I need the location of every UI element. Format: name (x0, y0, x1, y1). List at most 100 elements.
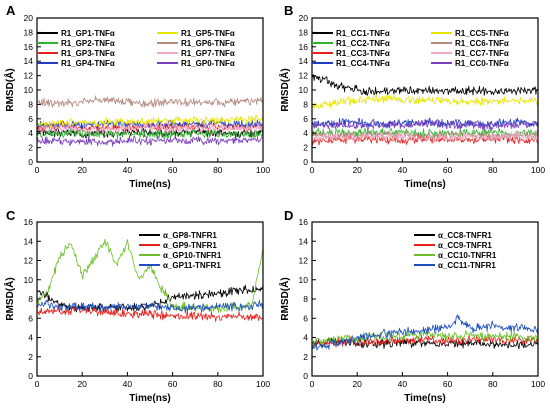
y-tick-label: 2 (303, 352, 308, 362)
series-line (37, 128, 263, 140)
y-tick-label: 4 (28, 128, 33, 138)
panel-B: B 0 20 40 60 80 100 0 2 4 6 8 10 12 14 16 18 20 Time(ns) RM… (278, 3, 545, 190)
legend-label: α_CC11-TNFR1 (438, 261, 496, 270)
y-tick-label: 12 (24, 71, 34, 81)
series-line (37, 122, 263, 134)
y-tick-label: 16 (24, 42, 34, 52)
legend-label: R1_CC6-TNFα (455, 39, 509, 48)
legend-label: α_CC8-TNFR1 (438, 231, 492, 240)
legend-label: α_GP8-TNFR1 (163, 231, 217, 240)
y-axis-label: RMSD(Å) (3, 68, 16, 111)
series-line (312, 131, 538, 143)
series-line (312, 117, 538, 129)
legend-label: R1_GP5-TNFα (181, 29, 235, 38)
legend-label: R1_CC4-TNFα (336, 59, 390, 68)
y-tick-label: 0 (28, 157, 33, 167)
y-tick-label: 8 (28, 99, 33, 109)
y-tick-label: 12 (24, 256, 34, 266)
y-tick-label: 0 (303, 157, 308, 167)
y-tick-label: 8 (303, 99, 308, 109)
y-tick-label: 2 (303, 143, 308, 153)
x-tick-label: 80 (213, 379, 223, 389)
series-line (312, 329, 538, 346)
y-tick-label: 18 (24, 27, 34, 37)
series-line (312, 314, 538, 351)
series-group (37, 95, 263, 147)
y-axis-label: RMSD(Å) (278, 277, 291, 320)
x-tick-label: 100 (531, 165, 545, 175)
series-line (37, 299, 263, 314)
x-tick-label: 100 (531, 379, 545, 389)
x-tick-label: 20 (77, 379, 87, 389)
y-tick-label: 6 (303, 114, 308, 124)
series-line (37, 239, 263, 313)
x-tick-label: 20 (352, 379, 362, 389)
series-group (37, 239, 263, 322)
legend-label: R1_GP1-TNFα (61, 29, 115, 38)
panel-C: C 0 20 40 60 80 100 0 2 4 6 8 10 12 14 16 Time(ns) RMSD(Å… (3, 208, 270, 404)
y-tick-label: 16 (299, 42, 309, 52)
y-tick-label: 4 (303, 333, 308, 343)
x-tick-label: 0 (35, 379, 40, 389)
panel-D: D 0 20 40 60 80 100 0 2 4 6 8 10 12 14 16 Time(ns) RMSD(Å… (278, 208, 545, 404)
series-line (312, 119, 538, 131)
y-tick-label: 8 (303, 294, 308, 304)
x-tick-label: 40 (398, 165, 408, 175)
y-tick-label: 10 (24, 85, 34, 95)
y-tick-label: 6 (28, 313, 33, 323)
legend-label: R1_CC7-TNFα (455, 49, 509, 58)
y-tick-label: 10 (299, 85, 309, 95)
legend-label: R1_GP0-TNFα (181, 59, 235, 68)
legend-label: R1_GP2-TNFα (61, 39, 115, 48)
x-tick-label: 40 (123, 379, 133, 389)
legend-label: R1_CC1-TNFα (336, 29, 390, 38)
panel-letter: D (284, 208, 293, 223)
series-line (312, 129, 538, 142)
x-tick-label: 40 (123, 165, 133, 175)
legend-label: R1_GP7-TNFα (181, 49, 235, 58)
y-tick-label: 0 (303, 371, 308, 381)
series-line (37, 135, 263, 147)
legend: R1_CC1-TNFαR1_CC2-TNFαR1_CC3-TNFαR1_CC4-… (312, 29, 509, 68)
x-tick-label: 100 (256, 379, 270, 389)
legend: α_GP8-TNFR1α_GP9-TNFR1α_GP10-TNFR1α_GP11… (139, 231, 222, 270)
legend-label: R1_CC0-TNFα (455, 59, 509, 68)
series-group (312, 314, 538, 351)
y-tick-label: 0 (28, 371, 33, 381)
legend-label: α_GP11-TNFR1 (163, 261, 221, 270)
legend-label: α_CC10-TNFR1 (438, 251, 497, 260)
x-tick-label: 80 (488, 165, 498, 175)
panel-letter: B (284, 3, 293, 18)
x-tick-label: 60 (443, 165, 453, 175)
x-tick-label: 60 (443, 379, 453, 389)
x-tick-label: 60 (168, 379, 178, 389)
x-tick-label: 60 (168, 165, 178, 175)
y-tick-label: 6 (303, 313, 308, 323)
y-tick-label: 20 (299, 13, 309, 23)
series-line (37, 119, 263, 131)
legend-label: α_GP10-TNFR1 (163, 251, 222, 260)
x-axis-label: Time(ns) (129, 393, 171, 404)
x-axis-label: Time(ns) (129, 179, 171, 190)
x-tick-label: 0 (310, 379, 315, 389)
y-tick-label: 8 (28, 294, 33, 304)
legend-label: R1_GP6-TNFα (181, 39, 235, 48)
panel-letter: C (6, 208, 16, 223)
legend-label: α_CC9-TNFR1 (438, 241, 492, 250)
legend: α_CC8-TNFR1α_CC9-TNFR1α_CC10-TNFR1α_CC11… (414, 231, 497, 270)
y-axis-label: RMSD(Å) (278, 68, 291, 111)
legend: R1_GP1-TNFαR1_GP2-TNFαR1_GP3-TNFαR1_GP4-… (37, 29, 235, 68)
y-tick-label: 16 (24, 217, 34, 227)
x-tick-label: 80 (488, 379, 498, 389)
series-line (37, 306, 263, 322)
x-axis-label: Time(ns) (404, 393, 446, 404)
series-group (312, 74, 538, 146)
x-tick-label: 20 (352, 165, 362, 175)
x-tick-label: 100 (256, 165, 270, 175)
y-tick-label: 12 (299, 71, 309, 81)
y-tick-label: 14 (299, 236, 309, 246)
series-line (312, 74, 538, 96)
x-axis-label: Time(ns) (404, 179, 446, 190)
panel-letter: A (6, 3, 16, 18)
